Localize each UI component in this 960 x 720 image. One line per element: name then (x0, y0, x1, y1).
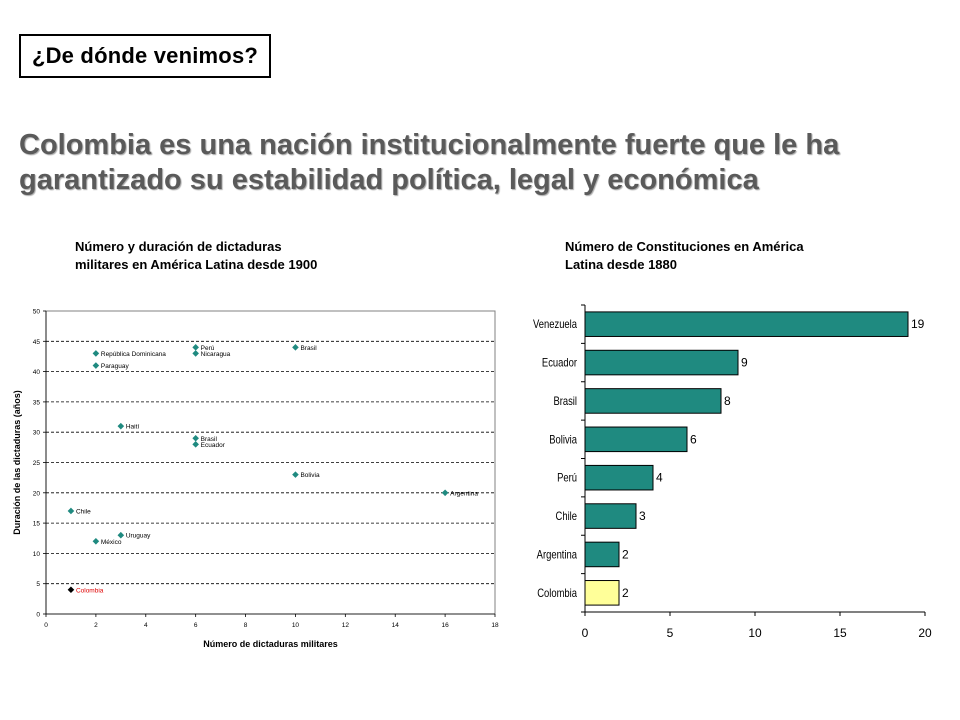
scatter-point-label-colombia: Colombia (76, 587, 104, 594)
scatter-point-label-haiti: Haití (126, 424, 140, 431)
scatter-y-tick-label: 45 (33, 339, 41, 346)
scatter-x-tick-label: 0 (44, 622, 48, 629)
bar-value-label-ecuador: 9 (741, 356, 748, 370)
scatter-point-ecuador (192, 441, 199, 448)
scatter-point-peru (192, 344, 199, 351)
scatter-y-tick-label: 15 (33, 521, 41, 528)
scatter-point-paraguay (92, 362, 100, 369)
scatter-y-tick-label: 20 (33, 490, 41, 497)
scatter-x-tick-label: 12 (342, 622, 350, 629)
scatter-point-label-chile: Chile (76, 508, 91, 515)
scatter-x-tick-label: 2 (94, 622, 98, 629)
scatter-x-axis-label: Número de dictaduras militares (203, 639, 338, 649)
scatter-point-label-peru: Perú (201, 345, 215, 352)
scatter-x-tick-label: 6 (194, 622, 198, 629)
bar-value-label-brasil: 8 (724, 394, 731, 408)
scatter-point-nicaragua (192, 350, 199, 357)
scatter-point-label-brasil: Brasil (201, 436, 218, 443)
scatter-point-uruguay (117, 531, 125, 539)
scatter-y-tick-label: 50 (33, 309, 41, 316)
bar-colombia (584, 580, 620, 606)
scatter-point-chile (67, 507, 75, 515)
bar-x-tick-label: 15 (833, 626, 847, 640)
scatter-plot-area (45, 310, 496, 615)
bar-value-label-venezuela: 19 (911, 317, 925, 331)
bar-value-label-chile: 3 (639, 509, 646, 523)
scatter-point-label-nicaragua: Nicaragua (201, 351, 231, 358)
scatter-y-tick-label: 10 (33, 551, 41, 558)
bar-value-label-peru: 4 (656, 471, 663, 485)
bar-category-label-peru: Perú (557, 472, 577, 485)
scatter-point-mexico (92, 537, 100, 545)
bar-x-tick-label: 5 (667, 626, 674, 640)
bar-bolivia (584, 426, 688, 453)
scatter-point-bolivia (292, 471, 299, 478)
bar-chile (584, 503, 637, 529)
scatter-y-tick-label: 40 (33, 369, 41, 376)
scatter-point-label-argentina: Argentina (450, 490, 478, 497)
bar-title-line-2: Latina desde 1880 (565, 256, 677, 272)
scatter-title-line-2: militares en América Latina desde 1900 (75, 256, 318, 272)
scatter-x-tick-label: 10 (292, 622, 300, 629)
bar-category-label-brasil: Brasil (553, 395, 577, 408)
scatter-point-label-paraguay: Paraguay (101, 363, 130, 370)
scatter-y-tick-label: 0 (36, 612, 40, 619)
scatter-y-axis-label: Duración de las dictaduras (años) (12, 390, 22, 535)
bar-value-label-bolivia: 6 (690, 432, 697, 446)
bar-x-tick-label: 0 (582, 626, 589, 640)
headline-line-2: garantizado su estabilidad política, leg… (19, 163, 759, 196)
bar-chart-title: Número de Constituciones en América Lati… (565, 238, 885, 273)
scatter-point-label-brasil: Brasil (300, 345, 317, 352)
bar-ecuador (584, 349, 739, 376)
bar-venezuela (584, 311, 909, 337)
scatter-x-tick-label: 8 (244, 622, 248, 629)
bar-brasil (584, 388, 722, 414)
bar-value-label-argentina: 2 (622, 547, 629, 561)
scatter-point-label-mexico: México (101, 539, 122, 546)
scatter-x-tick-label: 16 (441, 622, 449, 629)
headline-line-1: Colombia es una nación institucionalment… (19, 129, 840, 161)
scatter-x-tick-label: 4 (144, 622, 148, 629)
bar-category-label-argentina: Argentina (537, 549, 577, 562)
scatter-point-colombia (67, 586, 75, 594)
bar-peru (584, 464, 654, 491)
bar-title-line-1: Número de Constituciones en América (565, 239, 804, 254)
scatter-y-tick-label: 5 (36, 581, 40, 588)
scatter-point-label-ecuador: Ecuador (201, 442, 226, 449)
scatter-point-label-republica-dominicana: República Dominicana (101, 351, 166, 358)
scatter-y-tick-label: 35 (33, 399, 41, 406)
section-tag-text: ¿De dónde venimos? (31, 43, 259, 68)
bar-category-label-bolivia: Bolivia (549, 433, 577, 446)
bar-x-tick-label: 20 (918, 626, 932, 640)
bar-category-label-chile: Chile (556, 510, 578, 523)
scatter-x-tick-label: 14 (392, 622, 400, 629)
scatter-x-tick-label: 18 (491, 622, 499, 629)
bar-argentina (584, 541, 620, 568)
scatter-point-argentina (441, 489, 449, 497)
scatter-point-label-bolivia: Bolivia (300, 472, 320, 479)
scatter-point-label-uruguay: Uruguay (126, 533, 151, 540)
bar-category-label-ecuador: Ecuador (542, 357, 578, 370)
scatter-y-tick-label: 30 (33, 430, 41, 437)
scatter-title-line-1: Número y duración de dictaduras (75, 239, 282, 254)
bar-value-label-colombia: 2 (622, 586, 629, 600)
scatter-y-tick-label: 25 (33, 460, 41, 467)
scatter-point-brasil (292, 344, 299, 351)
scatter-point-brasil (192, 434, 199, 442)
scatter-point-haiti (117, 422, 125, 430)
headline: Colombia es una nación institucionalment… (19, 128, 939, 198)
bar-category-label-colombia: Colombia (537, 587, 577, 600)
scatter-chart-title: Número y duración de dictaduras militare… (75, 238, 395, 273)
scatter-point-republica-dominicana (92, 350, 100, 357)
bar-category-label-venezuela: Venezuela (533, 318, 577, 331)
section-tag: ¿De dónde venimos? (19, 34, 271, 78)
bar-x-tick-label: 10 (748, 626, 762, 640)
